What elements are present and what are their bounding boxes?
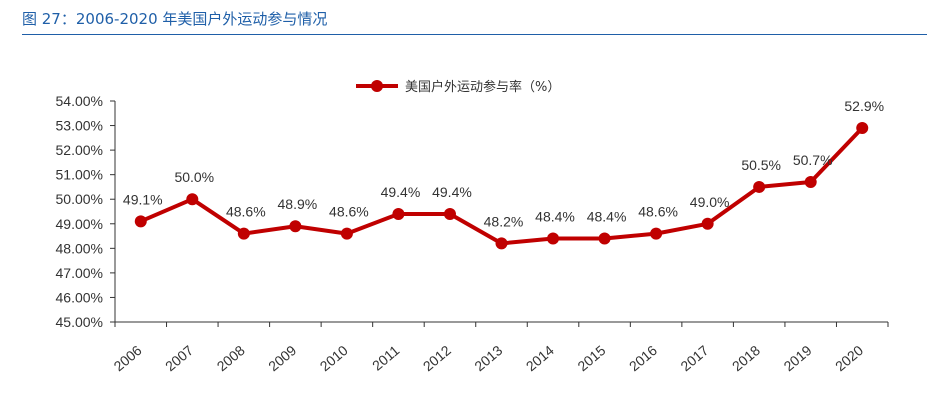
x-tick-label: 2008 — [214, 342, 248, 374]
y-tick-label: 50.00% — [56, 191, 103, 207]
data-label: 49.4% — [381, 184, 421, 200]
y-tick-label: 51.00% — [56, 167, 103, 183]
y-tick-label: 46.00% — [56, 289, 103, 305]
data-point — [650, 227, 663, 240]
data-label: 48.4% — [535, 209, 575, 225]
x-tick-label: 2010 — [317, 342, 351, 374]
data-point — [392, 207, 405, 220]
legend-label: 美国户外运动参与率（%） — [405, 79, 560, 95]
data-label: 48.6% — [329, 204, 369, 220]
x-tick-label: 2018 — [729, 342, 763, 374]
y-tick-label: 53.00% — [56, 118, 103, 134]
y-tick-label: 52.00% — [56, 142, 103, 158]
data-label: 50.0% — [174, 169, 214, 185]
data-label: 49.0% — [690, 194, 730, 210]
data-point — [753, 180, 766, 193]
data-label: 50.7% — [793, 152, 833, 168]
x-tick-label: 2011 — [369, 342, 403, 374]
x-tick-label: 2013 — [471, 342, 505, 374]
data-point — [495, 237, 508, 250]
x-tick-label: 2020 — [832, 342, 866, 374]
data-label: 48.6% — [226, 204, 266, 220]
data-point — [237, 227, 250, 240]
data-point — [598, 232, 611, 245]
y-tick-label: 48.00% — [56, 240, 103, 256]
data-label: 49.4% — [432, 184, 472, 200]
x-tick-label: 2019 — [780, 342, 814, 374]
data-point — [443, 207, 456, 220]
data-point — [804, 176, 817, 189]
x-tick-label: 2016 — [626, 342, 660, 374]
y-tick-label: 49.00% — [56, 216, 103, 232]
data-label: 48.9% — [278, 196, 318, 212]
x-tick-label: 2012 — [420, 342, 454, 374]
data-label: 48.4% — [587, 209, 627, 225]
legend: 美国户外运动参与率（%） — [356, 79, 560, 95]
figure-title: 图 27：2006-2020 年美国户外运动参与情况 — [22, 10, 328, 28]
y-tick-label: 47.00% — [56, 265, 103, 281]
x-tick-label: 2015 — [574, 342, 608, 374]
x-tick-label: 2009 — [265, 342, 299, 374]
x-tick-label: 2007 — [162, 342, 196, 374]
data-point — [701, 217, 714, 230]
y-tick-label: 54.00% — [56, 93, 103, 109]
data-point — [289, 220, 302, 233]
data-point — [134, 215, 147, 228]
data-label: 48.6% — [638, 204, 678, 220]
series-group: 49.1% 50.0% 48.6% 48.9% 48.6% 49.4% 49.4% 48.2%… — [123, 98, 884, 250]
data-label: 48.2% — [484, 213, 524, 229]
y-tick-label: 45.00% — [56, 314, 103, 330]
x-tick-label: 2006 — [111, 342, 145, 374]
title-rule — [22, 34, 927, 35]
data-point — [340, 227, 353, 240]
x-tick-label: 2017 — [677, 342, 711, 374]
data-label: 49.1% — [123, 191, 163, 207]
x-tick-label: 2014 — [523, 342, 557, 374]
data-point — [186, 193, 199, 206]
data-point — [547, 232, 560, 245]
data-label: 52.9% — [844, 98, 884, 114]
data-label: 50.5% — [741, 157, 781, 173]
axes: 45.00% 46.00% 47.00% 48.00% 49.00% 50.00% 51.0… — [56, 93, 889, 374]
data-point — [856, 122, 869, 135]
legend-marker — [371, 80, 383, 92]
